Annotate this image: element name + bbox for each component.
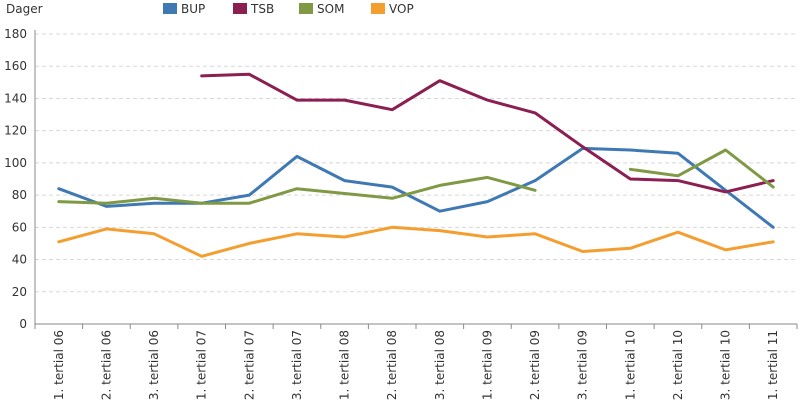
legend-swatch-tsb xyxy=(233,3,247,14)
series-line-vop xyxy=(57,225,775,258)
x-tick-label: 3. tertial 06 xyxy=(147,330,161,400)
y-tick-label: 20 xyxy=(12,285,27,299)
series-lines xyxy=(57,72,775,258)
legend-swatch-som xyxy=(299,3,313,14)
x-tick-label: 1. tertial 11 xyxy=(766,330,780,400)
legend-label-tsb: TSB xyxy=(250,2,274,16)
x-tick-label: 3. tertial 07 xyxy=(290,330,304,400)
y-tick-label: 120 xyxy=(4,124,27,138)
x-tick-label: 3. tertial 09 xyxy=(576,330,590,400)
x-tick-label: 2. tertial 07 xyxy=(242,330,256,400)
axes: 0 20 40 60 80 100 120 140 160 180 1. tertial 06 2. … xyxy=(4,27,798,400)
legend-label-vop: VOP xyxy=(389,2,414,16)
x-tick-label: 2. tertial 06 xyxy=(99,330,113,400)
x-tick-label: 1. tertial 06 xyxy=(52,330,66,400)
y-tick-label: 100 xyxy=(4,156,27,170)
legend-swatch-bup xyxy=(163,3,177,14)
x-tick-label: 3. tertial 10 xyxy=(719,330,733,400)
legend: BUP TSB SOM VOP xyxy=(163,2,414,16)
series-line-tsb xyxy=(200,72,775,194)
y-axis-label: Dager xyxy=(6,2,43,16)
legend-label-som: SOM xyxy=(317,2,344,16)
gridlines xyxy=(35,33,797,293)
x-tick-label: 2. tertial 08 xyxy=(385,330,399,400)
legend-label-bup: BUP xyxy=(181,2,205,16)
series-line-som xyxy=(57,175,537,205)
x-tick-label: 2. tertial 09 xyxy=(528,330,542,400)
y-tick-label: 80 xyxy=(12,188,27,202)
series-line-som xyxy=(628,148,775,189)
y-tick-label: 60 xyxy=(12,220,27,234)
y-tick-label: 40 xyxy=(12,253,27,267)
y-tick-label: 160 xyxy=(4,59,27,73)
x-tick-label: 1. tertial 09 xyxy=(480,330,494,400)
x-tick-label: 2. tertial 10 xyxy=(671,330,685,400)
x-tick-label: 1. tertial 07 xyxy=(195,330,209,400)
y-tick-label: 0 xyxy=(19,317,27,331)
series-line-bup xyxy=(57,146,775,229)
x-tick-label: 3. tertial 08 xyxy=(433,330,447,400)
y-tick-label: 140 xyxy=(4,91,27,105)
legend-swatch-vop xyxy=(371,3,385,14)
y-tick-label: 180 xyxy=(4,27,27,41)
x-tick-label: 1. tertial 10 xyxy=(623,330,637,400)
x-tick-label: 1. tertial 08 xyxy=(338,330,352,400)
